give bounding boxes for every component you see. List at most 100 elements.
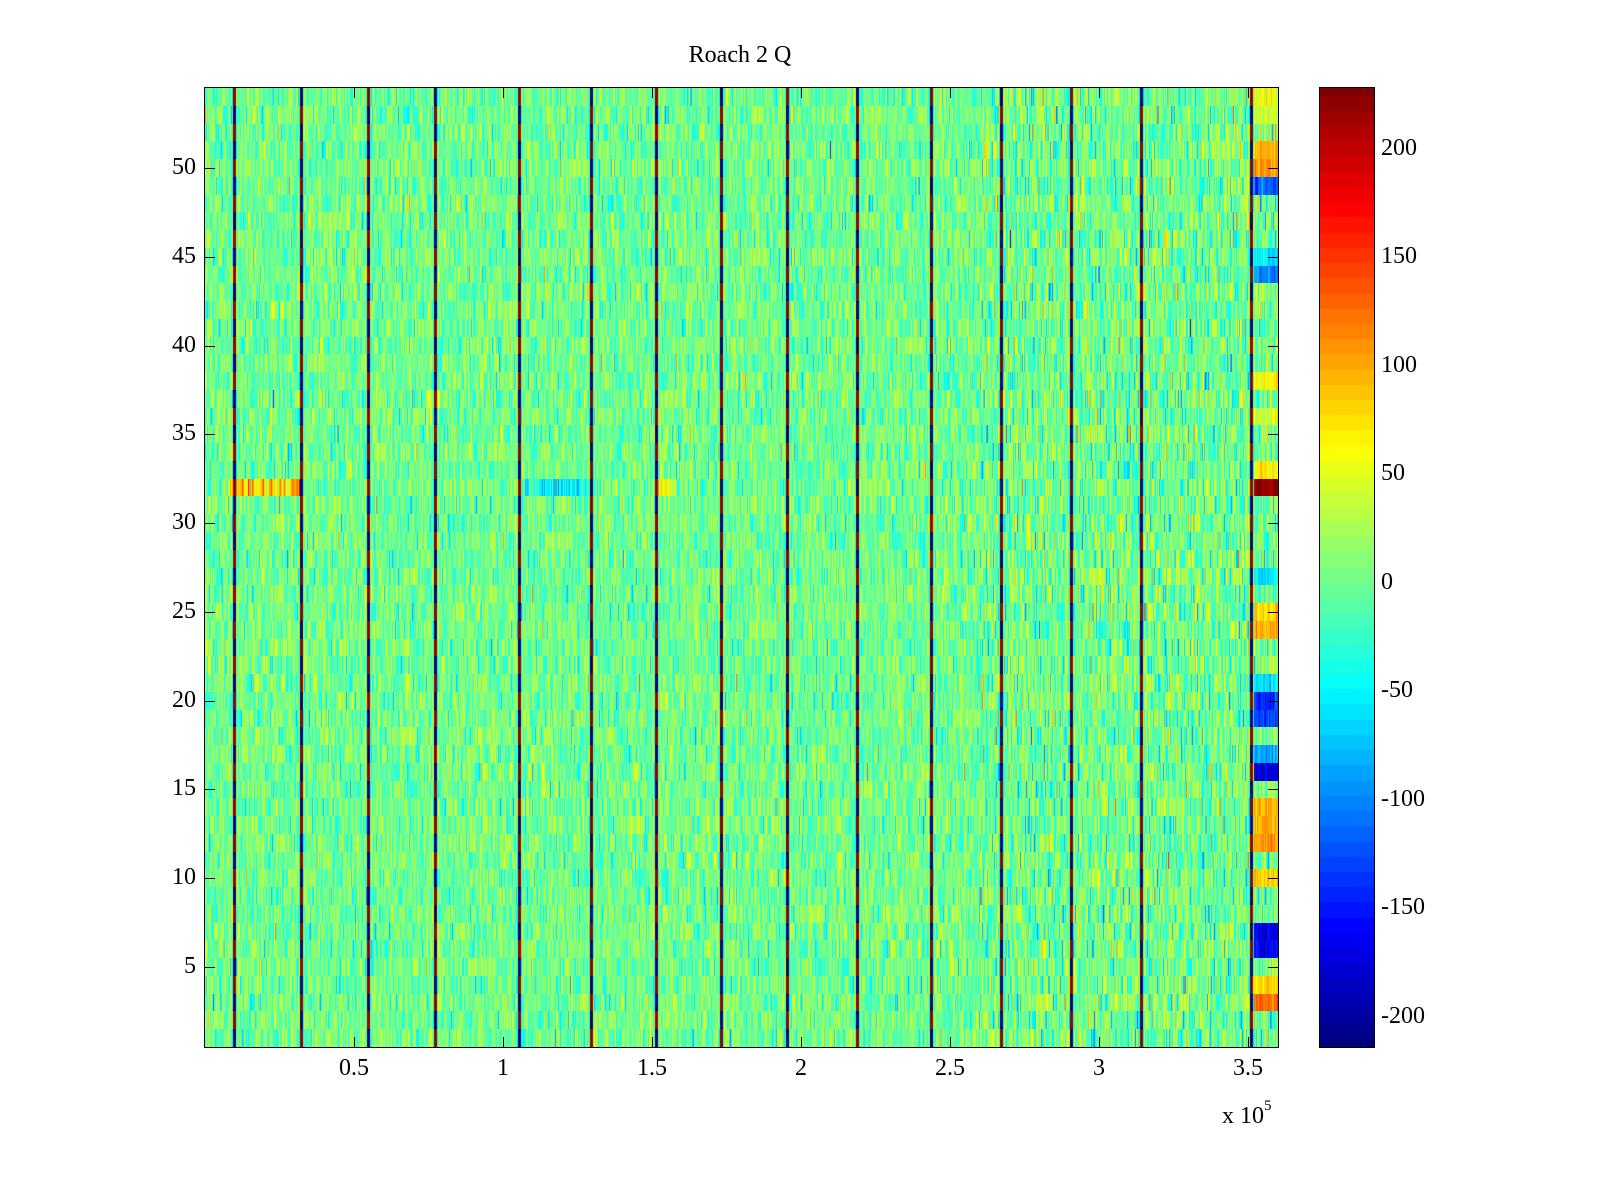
chart-title: Roach 2 Q xyxy=(688,42,792,68)
x-multiplier-exponent: 5 xyxy=(1264,1098,1272,1114)
heatmap-row-45 xyxy=(205,248,1278,266)
heatmap-row-24 xyxy=(205,621,1278,639)
y-tick-label: 15 xyxy=(172,775,196,801)
heatmap-row-7 xyxy=(205,923,1278,940)
x-axis-multiplier: x 105 xyxy=(1222,1098,1272,1130)
colorbar-tick-label: 150 xyxy=(1381,243,1417,269)
y-tick-right xyxy=(1268,612,1278,613)
heatmap-row-52 xyxy=(205,124,1278,141)
y-tick xyxy=(205,523,215,524)
heatmap-row-19 xyxy=(205,710,1278,727)
y-tick xyxy=(205,789,215,790)
x-tick-label: 1.5 xyxy=(637,1055,667,1081)
y-tick xyxy=(205,701,215,702)
x-tick-label: 2.5 xyxy=(935,1055,965,1081)
y-tick-label: 30 xyxy=(172,509,196,535)
heatmap-row-41 xyxy=(205,319,1278,337)
heatmap-row-6 xyxy=(205,940,1278,958)
heatmap-row-12 xyxy=(205,834,1278,852)
y-tick xyxy=(205,257,215,258)
y-tick-label: 50 xyxy=(172,154,196,180)
heatmap-row-49 xyxy=(205,177,1278,195)
plot-area xyxy=(205,88,1278,1047)
heatmap-row-32 xyxy=(205,479,1278,496)
heatmap-row-30 xyxy=(205,514,1278,532)
x-tick-label: 3.5 xyxy=(1233,1055,1263,1081)
y-tick-label: 45 xyxy=(172,243,196,269)
y-tick-label: 5 xyxy=(184,953,196,979)
colorbar xyxy=(1320,88,1374,1047)
heatmap-row-4 xyxy=(205,976,1278,994)
x-tick-top xyxy=(1248,88,1249,98)
y-tick-label: 35 xyxy=(172,420,196,446)
heatmap-row-14 xyxy=(205,798,1278,816)
colorbar-tick-label: 200 xyxy=(1381,135,1417,161)
heatmap-row-54 xyxy=(205,88,1278,106)
heatmap-row-39 xyxy=(205,354,1278,372)
y-tick-right xyxy=(1268,346,1278,347)
heatmap-row-8 xyxy=(205,905,1278,923)
x-tick-label: 0.5 xyxy=(339,1055,369,1081)
colorbar-tick-label: -200 xyxy=(1381,1003,1425,1029)
y-tick xyxy=(205,612,215,613)
y-tick-label: 10 xyxy=(172,864,196,890)
x-tick xyxy=(354,1037,355,1047)
heatmap-row-31 xyxy=(205,496,1278,514)
heatmap-row-38 xyxy=(205,372,1278,390)
x-tick xyxy=(801,1037,802,1047)
colorbar-tick-label: 100 xyxy=(1381,352,1417,378)
heatmap-row-43 xyxy=(205,283,1278,301)
heatmap-row-46 xyxy=(205,230,1278,248)
x-tick-label: 1 xyxy=(497,1055,509,1081)
colorbar-tick-label: -50 xyxy=(1381,677,1413,703)
heatmap-row-17 xyxy=(205,745,1278,763)
x-tick-top xyxy=(503,88,504,98)
heatmap-row-21 xyxy=(205,674,1278,692)
y-tick-right xyxy=(1268,168,1278,169)
heatmap-row-36 xyxy=(205,408,1278,425)
heatmap-row-15 xyxy=(205,781,1278,798)
x-tick-top xyxy=(1099,88,1100,98)
y-tick xyxy=(205,967,215,968)
y-tick-right xyxy=(1268,878,1278,879)
x-tick xyxy=(1099,1037,1100,1047)
heatmap-row-5 xyxy=(205,958,1278,976)
y-tick xyxy=(205,346,215,347)
heatmap-row-22 xyxy=(205,656,1278,674)
heatmap-row-25 xyxy=(205,603,1278,621)
y-tick-right xyxy=(1268,789,1278,790)
heatmap-row-47 xyxy=(205,212,1278,230)
y-tick-right xyxy=(1268,257,1278,258)
x-tick-top xyxy=(801,88,802,98)
heatmap-row-11 xyxy=(205,852,1278,869)
x-multiplier-label: x 10 xyxy=(1222,1103,1264,1129)
x-tick xyxy=(652,1037,653,1047)
y-tick-right xyxy=(1268,434,1278,435)
y-tick xyxy=(205,434,215,435)
colorbar-tick-label: 0 xyxy=(1381,569,1393,595)
heatmap-row-9 xyxy=(205,887,1278,905)
heatmap-row-44 xyxy=(205,266,1278,283)
y-tick xyxy=(205,168,215,169)
x-tick-label: 2 xyxy=(795,1055,807,1081)
y-tick-label: 20 xyxy=(172,687,196,713)
heatmap-row-40 xyxy=(205,337,1278,354)
x-tick-label: 3 xyxy=(1093,1055,1105,1081)
heatmap xyxy=(205,88,1278,1047)
heatmap-row-23 xyxy=(205,639,1278,656)
heatmap-row-53 xyxy=(205,106,1278,124)
heatmap-row-35 xyxy=(205,425,1278,443)
heatmap-row-26 xyxy=(205,585,1278,603)
x-tick xyxy=(1248,1037,1249,1047)
heatmap-row-34 xyxy=(205,443,1278,461)
x-tick xyxy=(950,1037,951,1047)
heatmap-row-51 xyxy=(205,141,1278,159)
heatmap-row-42 xyxy=(205,301,1278,319)
y-tick xyxy=(205,878,215,879)
y-tick-right xyxy=(1268,523,1278,524)
heatmap-row-10 xyxy=(205,869,1278,887)
y-tick-right xyxy=(1268,701,1278,702)
colorbar-tick-label: -150 xyxy=(1381,894,1425,920)
x-tick-top xyxy=(950,88,951,98)
y-tick-right xyxy=(1268,967,1278,968)
